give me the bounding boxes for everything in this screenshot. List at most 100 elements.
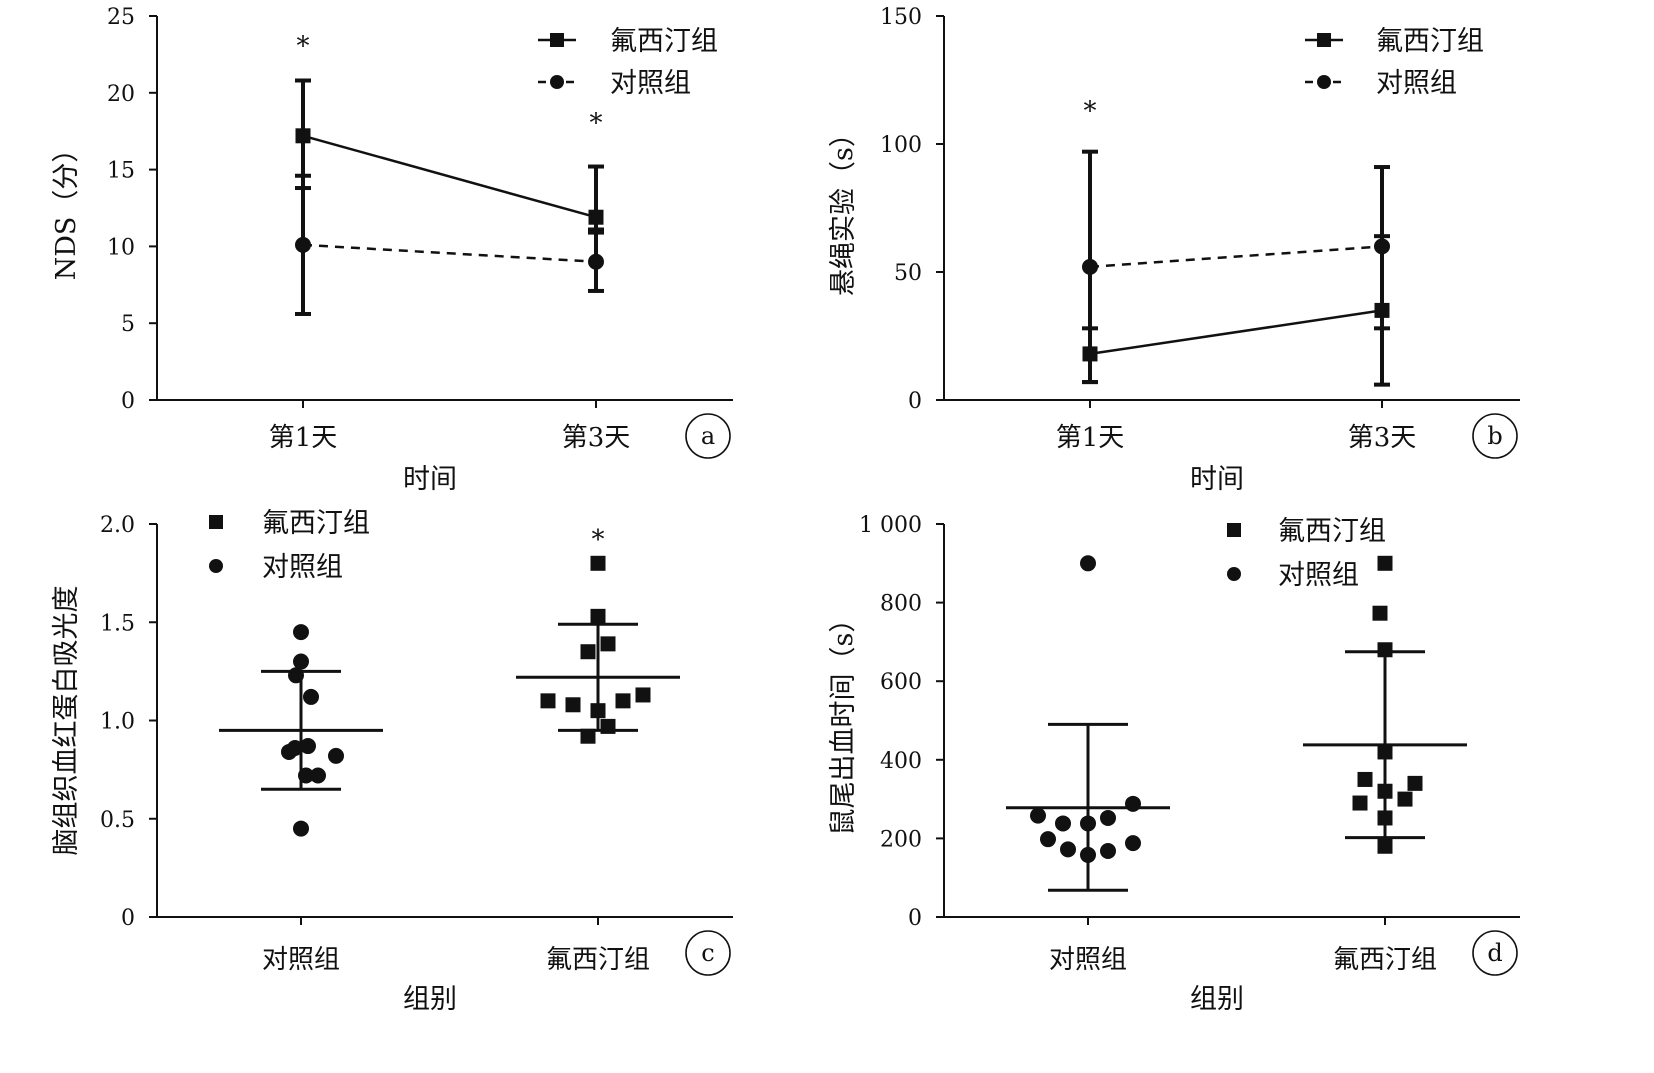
x-axis-title: 组别	[403, 984, 457, 1015]
data-point-circle	[1125, 795, 1141, 812]
data-point-square	[580, 728, 596, 744]
x-axis-title: 组别	[1190, 984, 1244, 1015]
data-point-square	[1377, 642, 1393, 658]
x-tick-label: 第3天	[562, 423, 631, 453]
series-line	[1089, 309, 1383, 356]
data-point-circle	[1055, 815, 1071, 832]
legend-marker-circle	[1227, 567, 1241, 581]
y-tick-label: 600	[880, 670, 922, 695]
data-point-square	[540, 693, 556, 709]
data-point-circle	[293, 624, 309, 641]
panel-id-circle	[685, 930, 731, 976]
data-point-circle	[1100, 842, 1116, 859]
x-tick-label: 第3天	[1348, 423, 1417, 453]
data-point-circle	[295, 236, 311, 253]
data-point-circle	[1040, 831, 1056, 848]
panel-id-label: d	[1487, 939, 1502, 967]
y-tick-label: 2.0	[100, 513, 135, 538]
legend-label: 氟西汀组	[1278, 516, 1386, 547]
data-point-circle	[287, 740, 303, 757]
group-control	[219, 624, 383, 837]
y-axis-title: 鼠尾出血时间（s）	[828, 606, 859, 836]
y-tick-label: 25	[107, 5, 135, 30]
legend-marker-square	[550, 33, 564, 47]
legend-marker-square	[209, 515, 223, 529]
x-tick-label: 第1天	[1056, 423, 1125, 453]
legend-entry: 对照组	[1305, 68, 1457, 99]
legend-marker-circle	[209, 559, 223, 573]
y-tick-label: 0.5	[100, 808, 135, 833]
series-line	[302, 243, 597, 264]
data-point-circle	[1082, 258, 1098, 275]
data-point-square	[600, 636, 616, 652]
data-point-circle	[1125, 835, 1141, 852]
data-point-circle	[300, 738, 316, 755]
significance-star: *	[1084, 97, 1097, 127]
data-point-circle	[1060, 841, 1076, 858]
data-point-square	[635, 687, 651, 703]
data-point-square	[1372, 605, 1388, 621]
data-point-square	[1397, 791, 1413, 807]
series-treatment	[295, 78, 604, 232]
y-tick-label: 20	[107, 82, 135, 107]
legend-label: 对照组	[262, 552, 343, 583]
legend-label: 对照组	[1376, 68, 1457, 99]
legend-marker-circle	[1317, 75, 1331, 89]
group-treatment	[1303, 555, 1467, 854]
legend-marker-circle	[550, 75, 564, 89]
y-tick-label: 15	[107, 159, 135, 184]
y-tick-label: 50	[894, 261, 922, 286]
data-point-square	[1377, 555, 1393, 571]
y-tick-label: 0	[908, 906, 922, 931]
legend-label: 氟西汀组	[262, 508, 370, 539]
legend-entry: 氟西汀组	[1227, 516, 1386, 547]
legend-label: 氟西汀组	[1376, 26, 1484, 57]
y-tick-label: 5	[121, 312, 135, 337]
data-point-square	[590, 608, 606, 624]
legend-entry: 对照组	[209, 552, 343, 583]
legend-entry: 对照组	[538, 68, 691, 99]
y-tick-label: 1 000	[859, 513, 922, 538]
panel-id-label: a	[701, 422, 715, 450]
legend-entry: 氟西汀组	[1305, 26, 1484, 57]
significance-star: *	[592, 525, 605, 555]
data-point-square	[590, 555, 606, 571]
group-treatment	[516, 555, 680, 744]
data-point-square	[1352, 795, 1368, 811]
y-axis-title: 悬绳实验（s）	[828, 120, 859, 296]
panel-id-circle	[1472, 930, 1518, 976]
y-tick-label: 400	[880, 749, 922, 774]
panel-id-circle	[1472, 413, 1518, 459]
data-point-square	[615, 693, 631, 709]
x-tick-label: 对照组	[1049, 945, 1127, 975]
y-tick-label: 150	[880, 5, 922, 30]
data-point-circle	[588, 253, 604, 270]
x-tick-label: 氟西汀组	[546, 945, 650, 975]
legend-label: 对照组	[610, 68, 691, 99]
panel-id-label: c	[701, 939, 714, 967]
panel-id-circle	[685, 413, 731, 459]
y-axis-title: 脑组织血红蛋白吸光度	[51, 586, 82, 856]
legend-marker-square	[1317, 33, 1331, 47]
data-point-square	[1377, 838, 1393, 854]
data-point-square	[295, 128, 311, 144]
y-tick-label: 100	[880, 133, 922, 158]
legend-entry: 氟西汀组	[209, 508, 370, 539]
x-tick-label: 对照组	[262, 945, 340, 975]
data-point-circle	[293, 653, 309, 670]
data-point-circle	[1030, 807, 1046, 824]
x-tick-label: 氟西汀组	[1333, 945, 1437, 975]
data-point-circle	[293, 820, 309, 837]
data-point-circle	[303, 688, 319, 705]
legend-entry: 对照组	[1227, 560, 1359, 591]
significance-star: *	[590, 108, 603, 138]
data-point-circle	[310, 767, 326, 784]
data-point-circle	[1374, 238, 1390, 255]
data-point-circle	[1100, 809, 1116, 826]
y-tick-label: 0	[121, 906, 135, 931]
series-control	[1082, 149, 1390, 387]
